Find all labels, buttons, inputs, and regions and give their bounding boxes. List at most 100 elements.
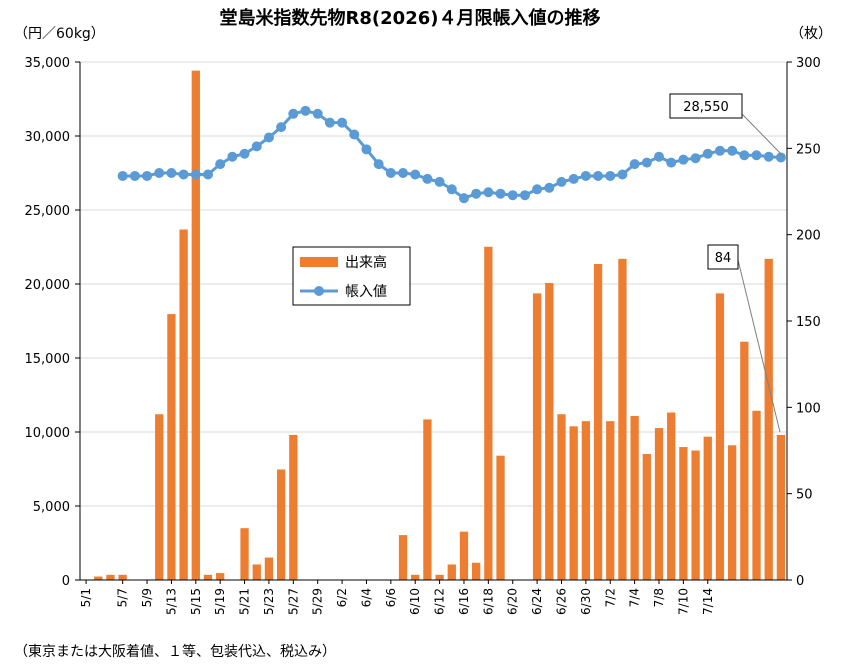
x-tick-label: 6/24 xyxy=(530,588,544,615)
x-tick-label: 7/4 xyxy=(628,588,642,607)
volume-bar xyxy=(691,450,700,580)
volume-bar xyxy=(179,229,188,580)
volume-bar xyxy=(289,434,298,580)
settlement-point xyxy=(495,188,506,199)
x-tick-label: 6/12 xyxy=(433,588,447,615)
settlement-point xyxy=(361,144,372,155)
x-tick-label: 5/23 xyxy=(262,588,276,615)
settlement-point xyxy=(324,117,335,128)
settlement-point xyxy=(702,148,713,159)
right-tick-label: 0 xyxy=(796,574,804,589)
settlement-point xyxy=(288,108,299,119)
legend-box xyxy=(292,246,411,306)
volume-bar xyxy=(642,453,651,580)
settlement-point xyxy=(178,169,189,180)
volume-bar xyxy=(776,434,786,580)
x-axis-ticks: 5/1 5/7 5/9 5/13 5/15 5/19 5/21 5/23 5/27 5/29 6/2… xyxy=(79,580,715,615)
volume-bar xyxy=(411,574,420,580)
settlement-point xyxy=(349,129,360,140)
legend-label-volume: 出来高 xyxy=(345,254,387,271)
x-tick-label: 5/1 xyxy=(79,588,93,607)
left-tick-label: 15,000 xyxy=(25,352,71,367)
volume-bar xyxy=(423,419,432,580)
volume-bar xyxy=(703,436,712,580)
settlement-point xyxy=(507,190,518,201)
callout-volume-leader xyxy=(737,259,781,433)
callout-volume: 84 xyxy=(707,244,781,433)
settlement-point xyxy=(678,154,689,165)
volume-bar xyxy=(752,410,761,580)
x-tick-label: 6/4 xyxy=(359,588,373,607)
settlement-point xyxy=(129,170,140,181)
volume-bar xyxy=(581,421,591,580)
right-axis-unit: （枚） xyxy=(790,26,832,42)
settlement-point xyxy=(641,157,652,168)
settlement-point xyxy=(617,169,628,180)
settlement-point xyxy=(385,168,396,178)
volume-bar xyxy=(618,258,627,580)
volume-bar xyxy=(606,421,615,580)
settlement-point xyxy=(190,169,201,180)
x-tick-label: 7/2 xyxy=(603,588,617,607)
left-tick-label: 25,000 xyxy=(25,204,71,219)
settlement-point xyxy=(154,168,165,178)
x-tick-label: 7/8 xyxy=(652,588,666,607)
volume-bar xyxy=(545,283,554,580)
x-tick-label: 7/14 xyxy=(701,588,715,615)
x-tick-label: 7/10 xyxy=(676,588,690,615)
settlement-point xyxy=(751,150,762,161)
settlement-line xyxy=(117,105,786,204)
volume-bar xyxy=(459,531,469,580)
settlement-point xyxy=(568,173,579,184)
settlement-point xyxy=(629,159,640,170)
right-tick-label: 200 xyxy=(796,229,821,244)
settlement-point xyxy=(446,184,457,195)
volume-bar xyxy=(118,574,127,580)
x-tick-label: 5/19 xyxy=(213,588,227,615)
volume-bar xyxy=(728,445,737,580)
settlement-point xyxy=(300,105,311,116)
settlement-point xyxy=(727,145,738,156)
settlement-point xyxy=(337,117,348,128)
volume-bar xyxy=(167,314,176,580)
x-tick-label: 5/21 xyxy=(238,588,252,615)
right-tick-label: 300 xyxy=(796,56,821,71)
settlement-point xyxy=(593,170,604,181)
volume-bar xyxy=(94,576,103,580)
volume-bar xyxy=(155,414,164,580)
x-tick-label: 5/27 xyxy=(286,588,300,615)
left-axis-ticks: 0 5,000 10,000 15,000 20,000 25,000 30,000 35,0… xyxy=(25,56,80,589)
settlement-point xyxy=(398,168,409,178)
x-tick-label: 6/10 xyxy=(408,588,422,615)
volume-bar xyxy=(216,573,225,580)
volume-bar xyxy=(667,412,676,580)
volume-bar xyxy=(569,426,578,580)
volume-bar xyxy=(106,574,115,580)
callout-volume-text: 84 xyxy=(715,251,732,266)
legend-swatch-settlement-marker xyxy=(314,286,324,296)
settlement-point xyxy=(373,159,384,170)
settlement-point xyxy=(458,193,469,204)
right-tick-label: 150 xyxy=(796,315,821,330)
x-tick-label: 6/2 xyxy=(335,588,349,607)
left-tick-label: 0 xyxy=(62,574,70,589)
volume-bar xyxy=(630,415,639,580)
volume-bar xyxy=(447,564,456,580)
settlement-point xyxy=(251,141,262,152)
callout-settlement-text: 28,550 xyxy=(683,100,729,115)
callout-settlement-box xyxy=(669,93,743,119)
right-tick-label: 100 xyxy=(796,401,821,416)
x-tick-label: 5/29 xyxy=(311,588,325,615)
settlement-point xyxy=(483,187,494,198)
settlement-point xyxy=(410,169,421,180)
x-tick-label: 6/20 xyxy=(506,588,520,615)
settlement-point xyxy=(422,173,433,184)
settlement-point xyxy=(714,145,725,156)
volume-bar xyxy=(715,293,725,580)
settlement-point xyxy=(544,182,555,193)
x-tick-label: 6/18 xyxy=(481,588,495,615)
settlement-point xyxy=(239,148,250,159)
settlement-point xyxy=(532,184,543,195)
volume-bar xyxy=(557,414,566,580)
